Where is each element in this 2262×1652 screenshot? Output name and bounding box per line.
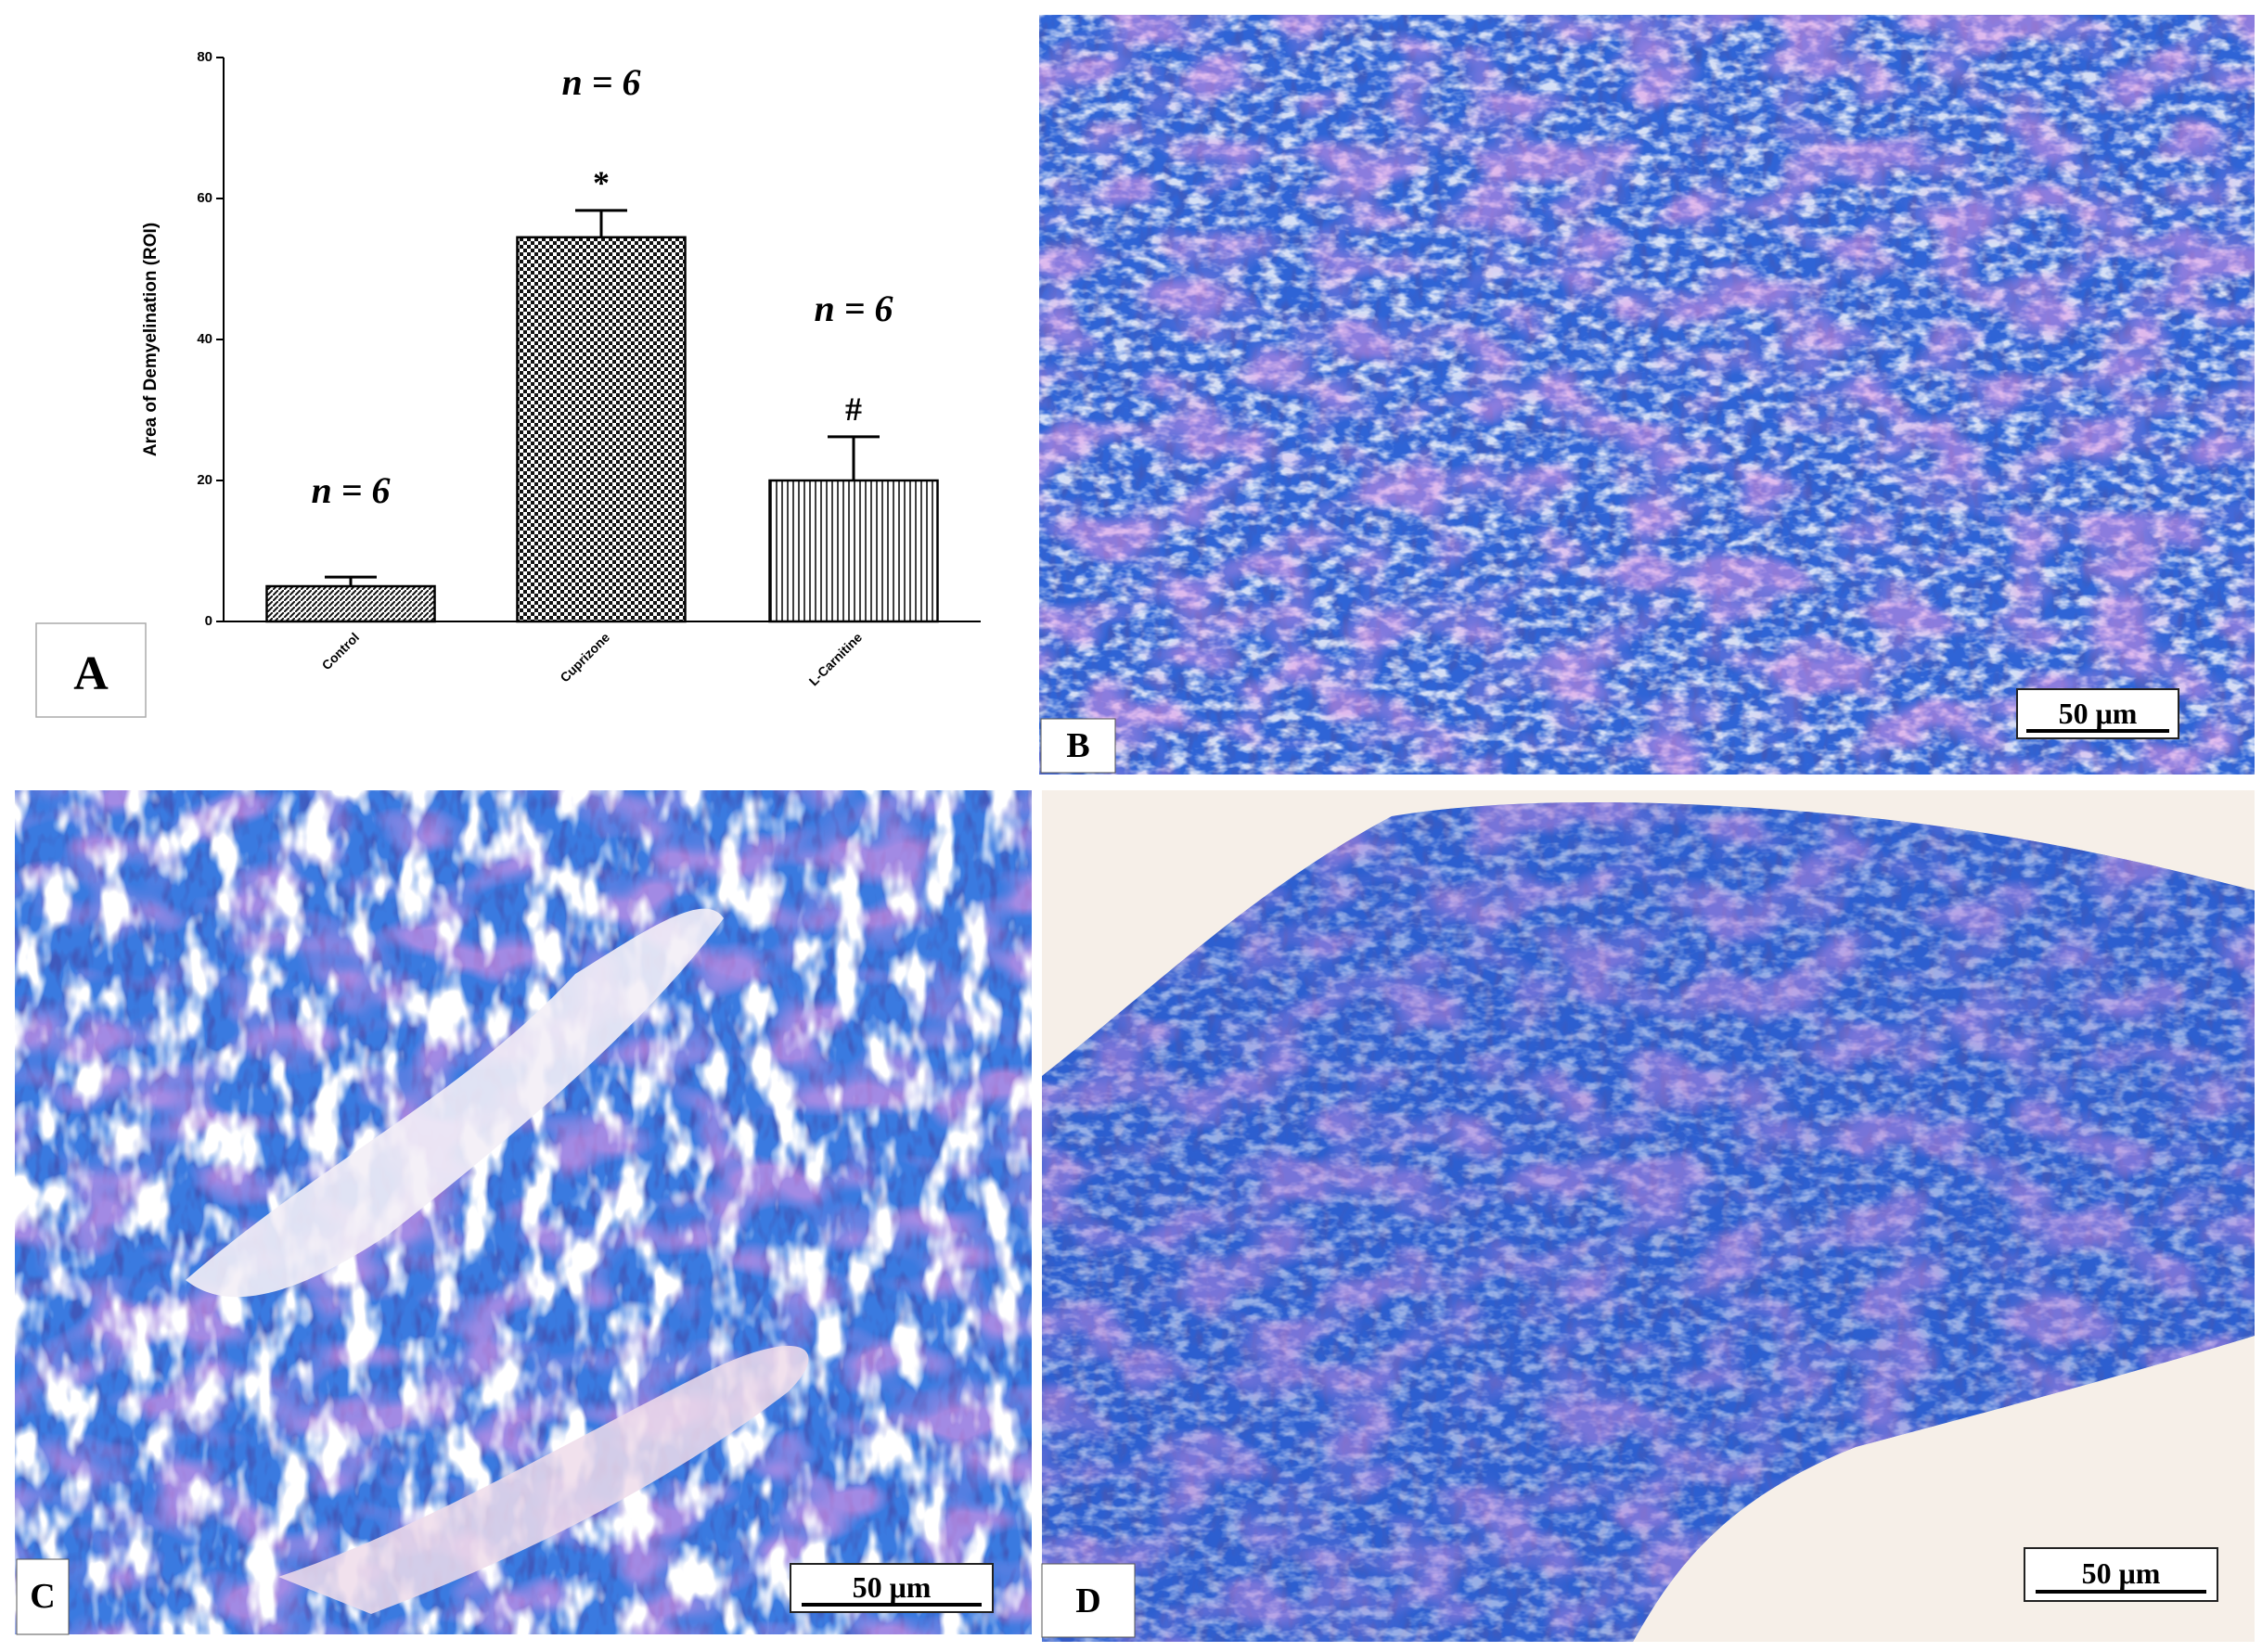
significance-label: # xyxy=(845,391,862,428)
scale-bar-label: 50 μm xyxy=(853,1570,932,1604)
y-tick-label: 20 xyxy=(197,472,212,488)
panel-label: A xyxy=(73,647,109,700)
x-tick-label: Control xyxy=(319,630,363,673)
panel-label: C xyxy=(30,1577,55,1616)
significance-label: * xyxy=(593,164,610,201)
y-tick-label: 40 xyxy=(197,331,212,347)
panel-label: D xyxy=(1075,1582,1100,1620)
x-tick-label: L-Carnitine xyxy=(806,630,866,689)
scale-bar-label: 50 μm xyxy=(2082,1556,2161,1590)
x-tick-label: Cuprizone xyxy=(557,630,612,685)
micrograph-d: D 50 μm xyxy=(1041,790,2255,1642)
bar xyxy=(516,236,687,623)
n-label: n = 6 xyxy=(814,288,893,329)
bar xyxy=(768,479,939,623)
n-label: n = 6 xyxy=(561,61,640,103)
y-tick-label: 0 xyxy=(205,613,212,629)
n-label: n = 6 xyxy=(311,469,390,511)
bar-chart: A Area of Demyelination (ROI) 0 20 40 60 80 C… xyxy=(35,49,981,718)
scale-bar-label: 50 μm xyxy=(2059,697,2138,730)
micrograph-b: B 50 μm xyxy=(1039,15,2255,775)
y-axis-label: Area of Demyelination (ROI) xyxy=(141,223,161,456)
panel-label: B xyxy=(1066,726,1089,765)
bar xyxy=(265,584,436,623)
y-tick-label: 80 xyxy=(197,49,212,65)
y-tick-label: 60 xyxy=(197,190,212,206)
micrograph-c: C 50 μm xyxy=(15,790,1032,1635)
